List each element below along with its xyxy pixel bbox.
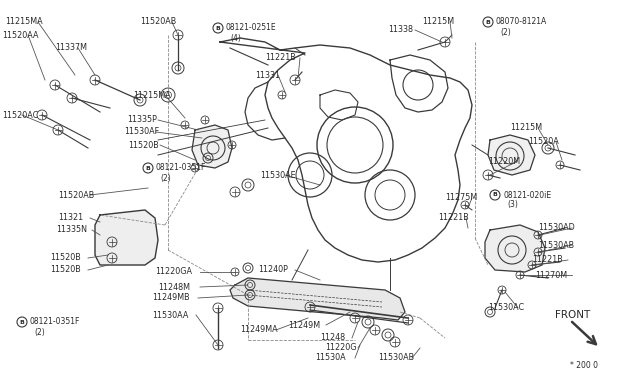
Text: 11520B: 11520B [128, 141, 159, 150]
Text: 11275M: 11275M [445, 193, 477, 202]
Polygon shape [485, 225, 545, 272]
Text: 11249MA: 11249MA [240, 326, 278, 334]
Text: 11520AB: 11520AB [140, 17, 176, 26]
Text: 08121-020iE: 08121-020iE [503, 190, 551, 199]
Text: 11248M: 11248M [158, 282, 190, 292]
Text: 11530A: 11530A [315, 353, 346, 362]
Text: B: B [486, 19, 490, 25]
Polygon shape [230, 278, 405, 320]
Text: 11530AD: 11530AD [538, 224, 575, 232]
Text: 08121-0251E: 08121-0251E [226, 23, 276, 32]
Polygon shape [488, 135, 535, 175]
Text: 11337M: 11337M [55, 44, 87, 52]
Text: 11249MB: 11249MB [152, 294, 189, 302]
Text: 08070-8121A: 08070-8121A [496, 17, 547, 26]
Text: 11240P: 11240P [258, 266, 288, 275]
Text: 11249M: 11249M [288, 321, 320, 330]
Text: (3): (3) [507, 201, 518, 209]
Text: FRONT: FRONT [555, 310, 590, 320]
Text: 11335P: 11335P [127, 115, 157, 125]
Text: 11520B: 11520B [50, 266, 81, 275]
Text: 11270M: 11270M [535, 270, 567, 279]
Text: 11221B: 11221B [438, 214, 468, 222]
Text: 11530AF: 11530AF [124, 128, 159, 137]
Text: 11220M: 11220M [488, 157, 520, 167]
Text: 11520B: 11520B [50, 253, 81, 263]
Text: (2): (2) [500, 28, 511, 36]
Text: 11220G: 11220G [325, 343, 356, 353]
Text: 11520AB: 11520AB [58, 190, 94, 199]
Text: 11248: 11248 [320, 334, 345, 343]
Text: 11530AA: 11530AA [152, 311, 188, 320]
Text: 11530AE: 11530AE [260, 170, 296, 180]
Text: 11530AB: 11530AB [538, 241, 574, 250]
Text: (2): (2) [160, 173, 171, 183]
Text: 11215MA: 11215MA [133, 90, 171, 99]
Text: * 200 0: * 200 0 [570, 360, 598, 369]
Polygon shape [95, 210, 158, 265]
Text: B: B [20, 320, 24, 324]
Text: B: B [493, 192, 497, 198]
Text: 11321: 11321 [58, 214, 83, 222]
Text: 08121-0351F: 08121-0351F [156, 164, 206, 173]
Text: 11221B: 11221B [532, 256, 563, 264]
Text: 11221B: 11221B [265, 54, 296, 62]
Text: 11215M: 11215M [422, 17, 454, 26]
Text: 11220GA: 11220GA [155, 267, 192, 276]
Text: 11331: 11331 [255, 71, 280, 80]
Text: 11520AC: 11520AC [2, 110, 38, 119]
Text: 11530AB: 11530AB [378, 353, 414, 362]
Text: (4): (4) [230, 33, 241, 42]
Text: 11338: 11338 [388, 26, 413, 35]
Text: (2): (2) [34, 327, 45, 337]
Text: 11520AA: 11520AA [2, 31, 38, 39]
Text: B: B [216, 26, 220, 31]
Text: B: B [145, 166, 150, 170]
Text: 11215MA: 11215MA [5, 17, 43, 26]
Text: 11215M: 11215M [510, 124, 542, 132]
Text: 11530AC: 11530AC [488, 304, 524, 312]
Text: 11335N: 11335N [56, 225, 87, 234]
Polygon shape [192, 125, 232, 168]
Text: 08121-0351F: 08121-0351F [30, 317, 81, 327]
Text: 11520A: 11520A [528, 138, 559, 147]
